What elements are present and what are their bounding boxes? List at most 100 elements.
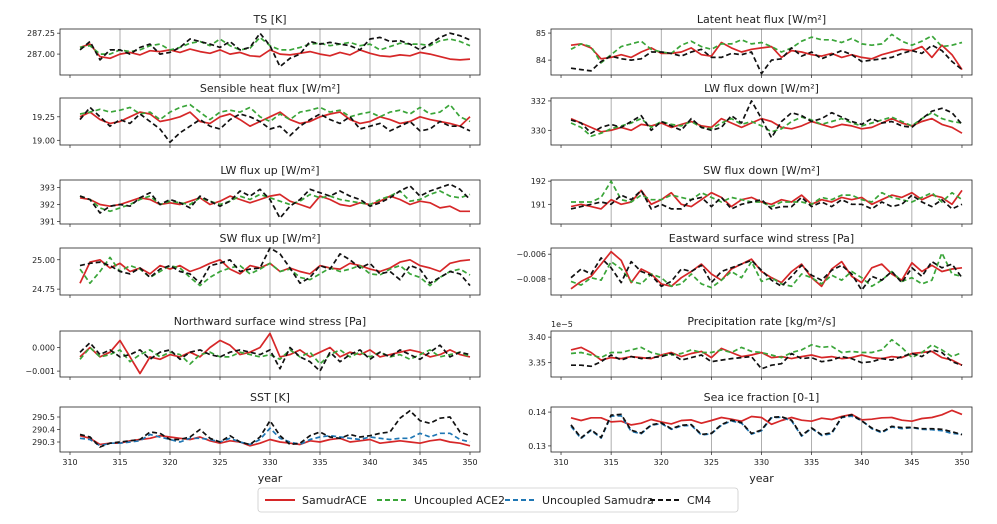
series-line-samudrace xyxy=(570,117,963,134)
x-tick-label: 350 xyxy=(954,458,969,467)
panel-title: TS [K] xyxy=(253,13,287,26)
panels-container: TS [K] 287.00 287.25 Latent heat flux [W/m²… xyxy=(25,13,973,467)
panel-title: Northward surface wind stress [Pa] xyxy=(174,315,366,328)
panel-title: Precipitation rate [kg/m²/s] xyxy=(687,315,835,328)
y-tick-label: 0.13 xyxy=(528,442,546,451)
panel-ts-k: TS [K] 287.00 287.25 xyxy=(27,13,481,78)
y-tick-label: 192 xyxy=(531,177,546,186)
y-tick-label: 391 xyxy=(40,217,55,226)
series-line-uncoupled-ace2 xyxy=(570,111,963,138)
legend-label-uncoupled-ace2: Uncoupled ACE2 xyxy=(414,494,505,507)
panel-sw-flux-down-w-m: SW flux down [W/m²] 191 192 xyxy=(531,164,973,227)
y-tick-label: 287.00 xyxy=(27,50,55,59)
panel-title: Latent heat flux [W/m²] xyxy=(697,13,826,26)
x-tick-label: 315 xyxy=(112,458,127,467)
panel-title: Eastward surface wind stress [Pa] xyxy=(669,232,854,245)
series-line-cm4 xyxy=(79,247,471,287)
panel-lw-flux-up-w-m: LW flux up [W/m²] 391 392 393 xyxy=(40,164,481,227)
series-line-uncoupled-ace2 xyxy=(79,190,471,213)
panel-title: SST [K] xyxy=(250,391,290,404)
y-tick-label: 191 xyxy=(531,200,546,209)
series-line-samudrace xyxy=(79,193,470,213)
series-line-samudrace xyxy=(570,250,963,290)
series-line-uncoupled-ace2 xyxy=(79,346,471,365)
panel-sst-k: SST [K] 290.3 290.4 290.5 310 315 320 325 330 335… xyxy=(32,391,481,467)
x-tick-label: 330 xyxy=(262,458,277,467)
y-tick-label: 84 xyxy=(536,56,546,65)
series-line-uncoupled-ace2 xyxy=(79,36,471,55)
series-line-uncoupled-ace2 xyxy=(570,252,963,289)
legend-label-samudrace: SamudrACE xyxy=(302,494,367,507)
y-tick-label: 24.75 xyxy=(32,285,55,294)
series-line-cm4 xyxy=(570,100,963,139)
series-line-cm4 xyxy=(79,183,471,219)
x-tick-label: 325 xyxy=(704,458,719,467)
x-tick-label: 350 xyxy=(462,458,477,467)
panel-title: Sea ice fraction [0-1] xyxy=(704,391,820,404)
panel-latent-heat-flux-w-m: Latent heat flux [W/m²] 84 85 xyxy=(536,13,973,78)
y-tick-label: 332 xyxy=(531,97,546,106)
y-tick-label: 85 xyxy=(536,29,546,38)
x-tick-label: 310 xyxy=(62,458,77,467)
series-line-uncoupled-ace2 xyxy=(571,180,963,208)
x-tick-label: 320 xyxy=(162,458,177,467)
series-line-samudrace xyxy=(79,434,471,447)
x-tick-label: 345 xyxy=(412,458,427,467)
x-tick-label: 325 xyxy=(212,458,227,467)
series-line-cm4 xyxy=(79,341,471,372)
x-tick-label: 340 xyxy=(362,458,377,467)
panel-title: LW flux up [W/m²] xyxy=(220,164,319,177)
x-tick-label: 345 xyxy=(904,458,919,467)
y-tick-label: 392 xyxy=(40,201,55,210)
y-tick-label: −0.001 xyxy=(25,367,55,376)
y-tick-label: −0.006 xyxy=(516,250,546,259)
series-line-cm4 xyxy=(570,44,963,75)
panel-northward-surface-wind-stress-pa: Northward surface wind stress [Pa] −0.001… xyxy=(25,315,481,380)
series-line-samudrace xyxy=(79,332,471,375)
panel-sensible-heat-flux-w-m: Sensible heat flux [W/m²] 19.00 19.25 xyxy=(32,82,481,148)
series-line-uncoupled-ace2 xyxy=(570,338,963,359)
x-tick-label: 320 xyxy=(654,458,669,467)
series-line-samudrace xyxy=(79,43,471,61)
panel-eastward-surface-wind-stress-pa: Eastward surface wind stress [Pa] −0.008 −… xyxy=(516,232,973,298)
x-tick-label: 335 xyxy=(804,458,819,467)
panel-lw-flux-down-w-m: LW flux down [W/m²] 330 332 xyxy=(531,82,973,148)
y-tick-label: 0.000 xyxy=(32,344,55,353)
y-tick-label: 290.5 xyxy=(32,413,55,422)
series-line-cm4 xyxy=(571,349,963,370)
series-line-cm4 xyxy=(570,257,963,291)
series-line-samudrace xyxy=(570,41,963,71)
legend-box xyxy=(257,487,739,513)
x-axis-label-right: year xyxy=(749,472,774,485)
y-tick-label: −0.008 xyxy=(516,275,546,284)
y-tick-label: 25.00 xyxy=(32,256,55,265)
panel-title: Sensible heat flux [W/m²] xyxy=(200,82,340,95)
series-line-cm4 xyxy=(79,32,471,68)
y-tick-label: 19.00 xyxy=(32,136,55,145)
x-tick-label: 310 xyxy=(553,458,568,467)
series-line-uncoupled-samudra xyxy=(79,427,471,447)
series-line-cm4 xyxy=(570,189,963,210)
legend-label-cm4: CM4 xyxy=(687,494,711,507)
series-line-samudrace xyxy=(570,346,963,366)
series-line-uncoupled-ace2 xyxy=(79,256,471,287)
y-tick-label: 3.40 xyxy=(528,333,546,342)
x-tick-label: 335 xyxy=(312,458,327,467)
series-line-cm4 xyxy=(79,106,471,144)
legend-label-uncoupled-samudra: Uncoupled Samudra xyxy=(542,494,654,507)
series-line-cm4 xyxy=(570,413,963,439)
panel-precipitation-rate-kg-m-s: Precipitation rate [kg/m²/s] 3.35 3.40 1e−5 xyxy=(528,315,973,380)
x-tick-label: 340 xyxy=(854,458,869,467)
series-line-samudrace xyxy=(570,409,963,426)
series-line-uncoupled-ace2 xyxy=(79,103,471,123)
panel-title: SW flux up [W/m²] xyxy=(219,232,320,245)
y-offset-label: 1e−5 xyxy=(551,320,573,329)
y-tick-label: 3.35 xyxy=(528,359,546,368)
legend: SamudrACE Uncoupled ACE2 Uncoupled Samud… xyxy=(257,487,739,513)
y-tick-label: 19.25 xyxy=(32,113,55,122)
series-line-samudrace xyxy=(79,111,471,128)
x-tick-label: 315 xyxy=(604,458,619,467)
series-line-samudrace xyxy=(79,258,471,284)
y-tick-label: 290.4 xyxy=(32,426,55,435)
